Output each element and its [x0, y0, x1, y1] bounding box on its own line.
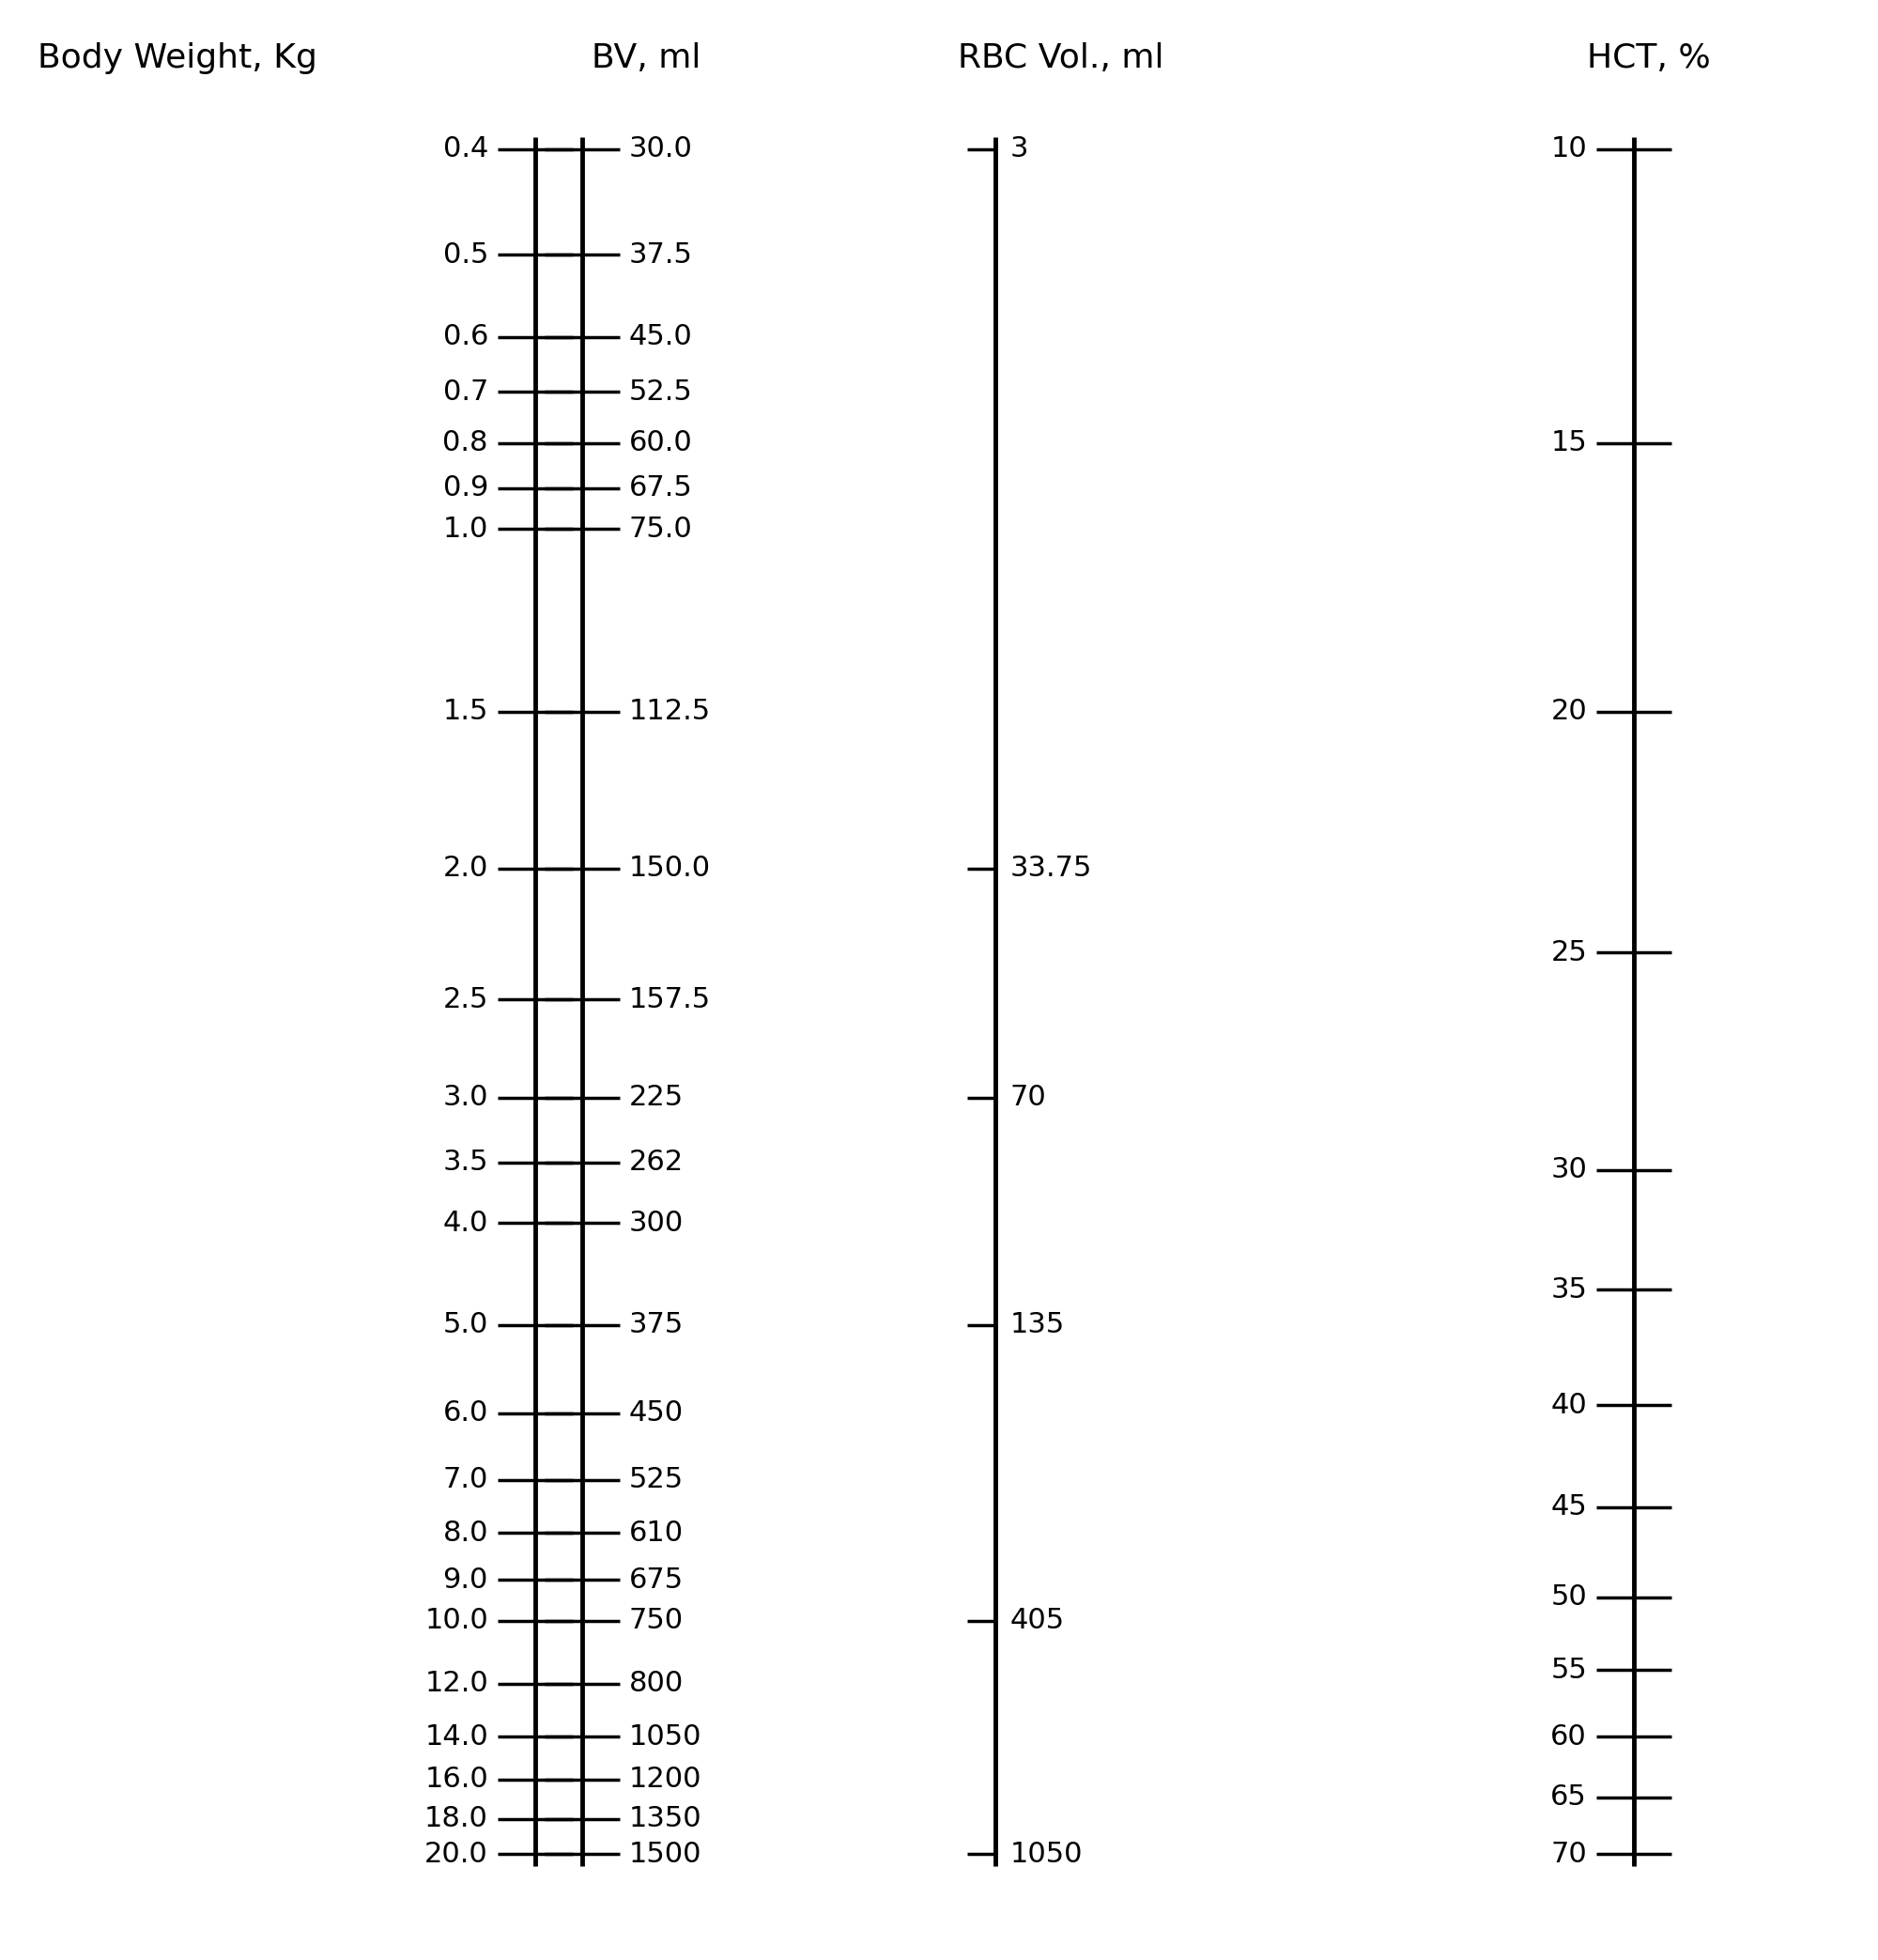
Text: 225: 225	[629, 1084, 684, 1111]
Text: 67.5: 67.5	[629, 474, 693, 502]
Text: 60: 60	[1551, 1723, 1587, 1750]
Text: 37.5: 37.5	[629, 241, 693, 269]
Text: 405: 405	[1010, 1607, 1065, 1635]
Text: 45: 45	[1551, 1494, 1587, 1521]
Text: 40: 40	[1551, 1392, 1587, 1419]
Text: 375: 375	[629, 1311, 684, 1339]
Text: 75.0: 75.0	[629, 515, 693, 543]
Text: 10: 10	[1551, 135, 1587, 163]
Text: 8.0: 8.0	[443, 1519, 488, 1546]
Text: 20: 20	[1551, 698, 1587, 725]
Text: 12.0: 12.0	[424, 1670, 488, 1697]
Text: 3.0: 3.0	[443, 1084, 488, 1111]
Text: 10.0: 10.0	[424, 1607, 488, 1635]
Text: 45.0: 45.0	[629, 323, 693, 351]
Text: 70: 70	[1551, 1840, 1587, 1868]
Text: 750: 750	[629, 1607, 684, 1635]
Text: 20.0: 20.0	[424, 1840, 488, 1868]
Text: HCT, %: HCT, %	[1587, 43, 1711, 74]
Text: 16.0: 16.0	[424, 1766, 488, 1793]
Text: 52.5: 52.5	[629, 378, 693, 406]
Text: RBC Vol., ml: RBC Vol., ml	[958, 43, 1164, 74]
Text: 7.0: 7.0	[443, 1466, 488, 1494]
Text: 0.5: 0.5	[443, 241, 488, 269]
Text: 33.75: 33.75	[1010, 855, 1093, 882]
Text: 30.0: 30.0	[629, 135, 693, 163]
Text: 112.5: 112.5	[629, 698, 712, 725]
Text: 5.0: 5.0	[443, 1311, 488, 1339]
Text: 1050: 1050	[1010, 1840, 1084, 1868]
Text: 150.0: 150.0	[629, 855, 712, 882]
Text: 70: 70	[1010, 1084, 1046, 1111]
Text: 1200: 1200	[629, 1766, 702, 1793]
Text: 2.5: 2.5	[443, 986, 488, 1013]
Text: 262: 262	[629, 1149, 684, 1176]
Text: 675: 675	[629, 1566, 684, 1593]
Text: 1350: 1350	[629, 1805, 702, 1833]
Text: 15: 15	[1551, 429, 1587, 457]
Text: 135: 135	[1010, 1311, 1065, 1339]
Text: 0.4: 0.4	[443, 135, 488, 163]
Text: 300: 300	[629, 1209, 684, 1237]
Text: 25: 25	[1551, 939, 1587, 966]
Text: 4.0: 4.0	[443, 1209, 488, 1237]
Text: 1.0: 1.0	[443, 515, 488, 543]
Text: 1050: 1050	[629, 1723, 702, 1750]
Text: 1.5: 1.5	[443, 698, 488, 725]
Text: 450: 450	[629, 1399, 684, 1427]
Text: 18.0: 18.0	[424, 1805, 488, 1833]
Text: 65: 65	[1551, 1784, 1587, 1811]
Text: 30: 30	[1551, 1156, 1587, 1184]
Text: 0.9: 0.9	[443, 474, 488, 502]
Text: 60.0: 60.0	[629, 429, 693, 457]
Text: 0.6: 0.6	[443, 323, 488, 351]
Text: 1500: 1500	[629, 1840, 702, 1868]
Text: 525: 525	[629, 1466, 684, 1494]
Text: 35: 35	[1551, 1276, 1587, 1303]
Text: 2.0: 2.0	[443, 855, 488, 882]
Text: 0.7: 0.7	[443, 378, 488, 406]
Text: 610: 610	[629, 1519, 684, 1546]
Text: 157.5: 157.5	[629, 986, 712, 1013]
Text: 6.0: 6.0	[443, 1399, 488, 1427]
Text: 0.8: 0.8	[443, 429, 488, 457]
Text: 9.0: 9.0	[443, 1566, 488, 1593]
Text: 800: 800	[629, 1670, 684, 1697]
Text: 14.0: 14.0	[424, 1723, 488, 1750]
Text: Body Weight, Kg: Body Weight, Kg	[38, 43, 317, 74]
Text: 3.5: 3.5	[443, 1149, 488, 1176]
Text: BV, ml: BV, ml	[592, 43, 700, 74]
Text: 50: 50	[1551, 1584, 1587, 1611]
Text: 55: 55	[1551, 1656, 1587, 1684]
Text: 3: 3	[1010, 135, 1029, 163]
